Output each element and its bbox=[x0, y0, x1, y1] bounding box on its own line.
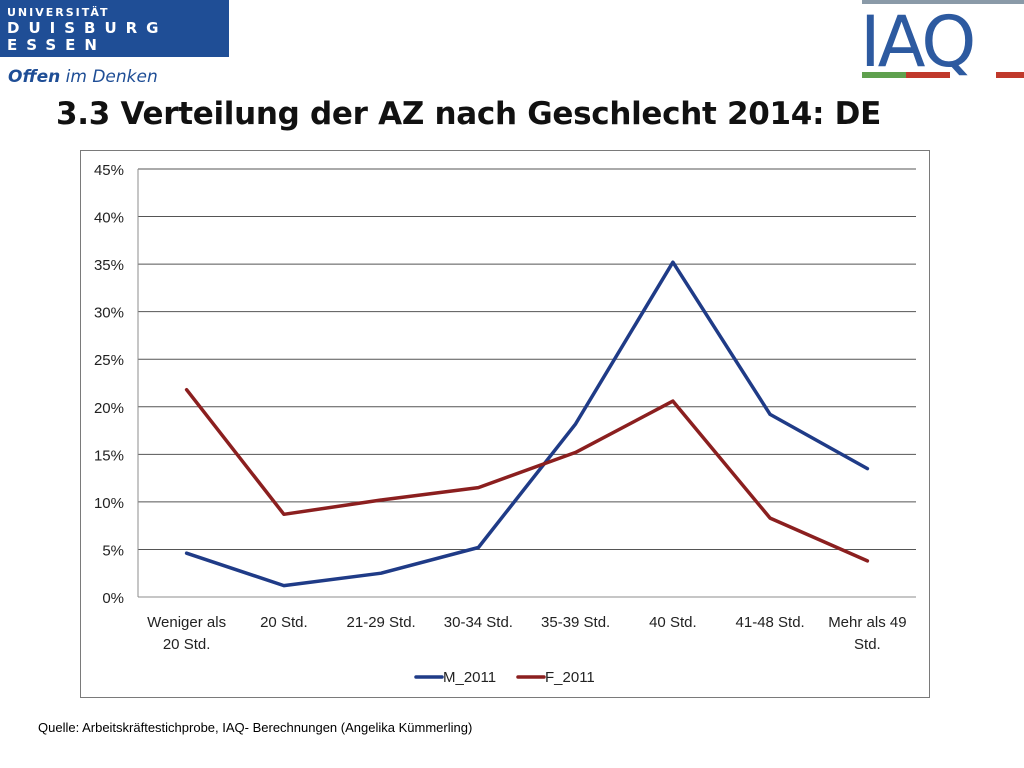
y-tick-label: 10% bbox=[94, 495, 124, 512]
university-logo: UNIVERSITÄT DUISBURG ESSEN bbox=[0, 0, 229, 57]
x-tick-label: 21-29 Std. bbox=[347, 614, 416, 631]
source-note: Quelle: Arbeitskräftestichprobe, IAQ- Be… bbox=[38, 720, 473, 735]
university-logo-line1: UNIVERSITÄT bbox=[7, 6, 110, 19]
y-tick-label: 0% bbox=[102, 590, 124, 607]
iaq-logo-top-bar bbox=[862, 0, 1024, 4]
iaq-logo-text: IAQ bbox=[860, 1, 973, 83]
x-tick-label: 20 Std. bbox=[260, 614, 308, 631]
university-logo-line2: DUISBURG bbox=[7, 19, 168, 37]
x-tick-label: 30-34 Std. bbox=[444, 614, 513, 631]
slide-title: 3.3 Verteilung der AZ nach Geschlecht 20… bbox=[56, 96, 881, 132]
y-tick-label: 15% bbox=[94, 447, 124, 464]
y-tick-label: 45% bbox=[94, 162, 124, 179]
iaq-logo-green-bar bbox=[862, 72, 906, 78]
chart-frame: 0% 5% 10% 15% 20% 25% 30% 35% 40% 45% Weniger als 2… bbox=[80, 150, 930, 698]
iaq-logo-underscore bbox=[996, 72, 1024, 78]
iaq-logo-red-bar bbox=[906, 72, 950, 78]
y-tick-label: 35% bbox=[94, 257, 124, 274]
x-tick-label: Mehr als 49 Std. bbox=[828, 614, 906, 653]
university-logo-line3: ESSEN bbox=[7, 36, 106, 54]
line-chart: 0% 5% 10% 15% 20% 25% 30% 35% 40% 45% Weniger als 2… bbox=[94, 162, 916, 686]
y-tick-label: 20% bbox=[94, 400, 124, 417]
series-line-m_2011 bbox=[184, 260, 870, 588]
slogan-bold: Offen bbox=[8, 67, 61, 87]
legend-label-f_2011: F_2011 bbox=[545, 669, 595, 686]
series-line-f_2011 bbox=[184, 387, 870, 563]
y-tick-label: 30% bbox=[94, 305, 124, 322]
x-tick-label: 35-39 Std. bbox=[541, 614, 610, 631]
y-tick-label: 40% bbox=[94, 210, 124, 227]
y-tick-label: 5% bbox=[102, 542, 124, 559]
legend-label-m_2011: M_2011 bbox=[443, 669, 496, 686]
iaq-logo: IAQ bbox=[860, 0, 1024, 83]
slogan-rest: im Denken bbox=[60, 67, 158, 87]
x-tick-label: 40 Std. bbox=[649, 614, 697, 631]
slogan: Offen im Denken bbox=[8, 67, 158, 87]
y-tick-label: 25% bbox=[94, 352, 124, 369]
x-tick-label: 41-48 Std. bbox=[736, 614, 805, 631]
x-tick-label: Weniger als 20 Std. bbox=[147, 614, 226, 653]
